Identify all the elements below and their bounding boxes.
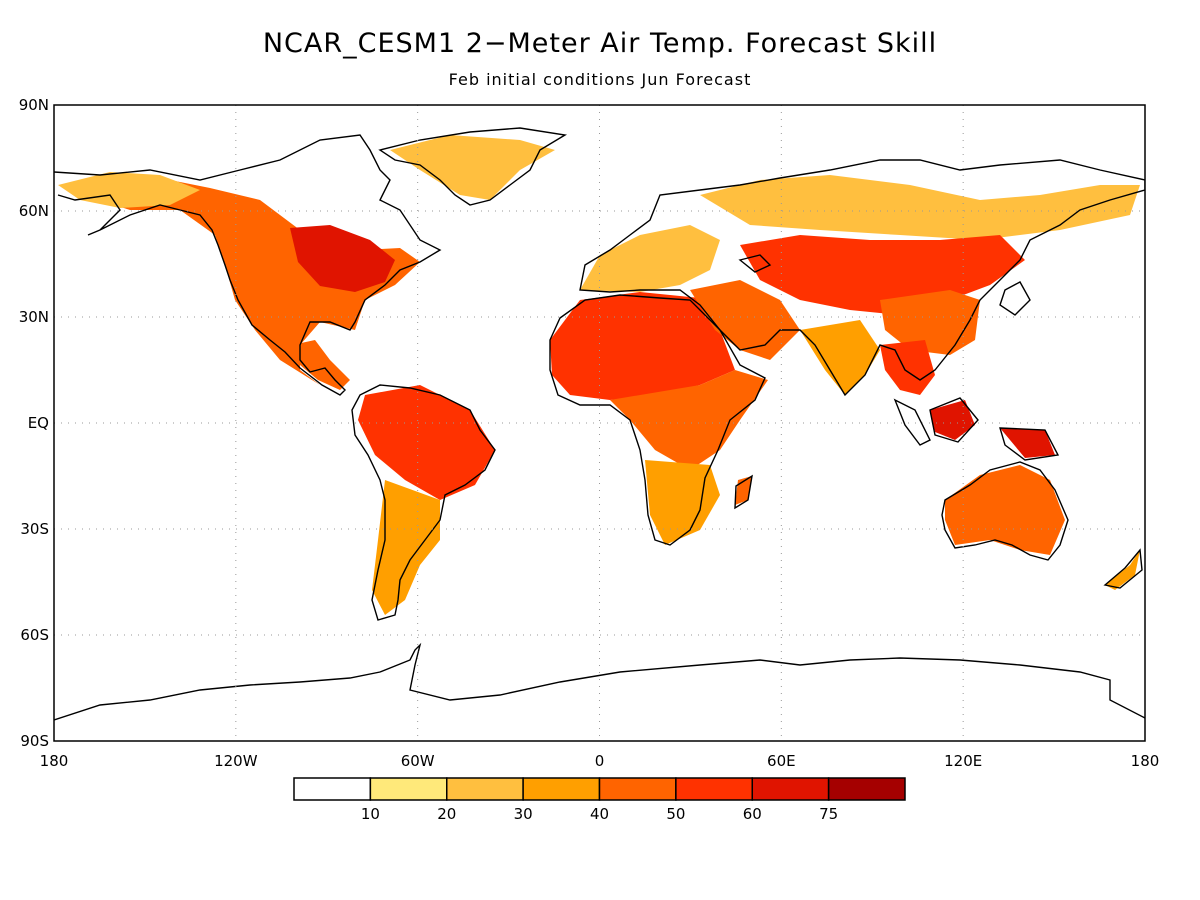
colorbar-swatch [751, 777, 830, 801]
skill-region-australia [945, 465, 1065, 555]
skill-region-middle-east [690, 280, 800, 360]
longitude-label: 0 [595, 752, 605, 770]
skill-region-great-lakes [290, 225, 395, 292]
longitude-label: 60E [767, 752, 796, 770]
skill-region-southern-africa [645, 460, 720, 545]
skill-region-amazon [358, 385, 495, 500]
latitude-label: 30S [20, 520, 49, 538]
colorbar-swatch [446, 777, 524, 801]
skill-region-southern-south-america [372, 480, 440, 615]
colorbar-swatch [369, 777, 448, 801]
skill-region-alaska [58, 172, 200, 208]
longitude-label: 180 [40, 752, 69, 770]
skill-region-central-america [292, 340, 350, 390]
colorbar-swatch [675, 777, 753, 801]
colorbar-swatch [293, 777, 372, 801]
chart-subtitle: Feb initial conditions Jun Forecast [448, 70, 752, 89]
latitude-label: EQ [28, 414, 49, 432]
coastlines [54, 127, 1145, 721]
colorbar-swatch [598, 777, 677, 801]
latitude-label: 90N [19, 96, 49, 114]
latitude-label: 60S [20, 626, 49, 644]
latitude-label: 60N [19, 202, 49, 220]
chart-title: NCAR_CESM1 2−Meter Air Temp. Forecast Sk… [262, 28, 938, 59]
skill-region-sahara [550, 292, 735, 400]
latitude-label: 30N [19, 308, 49, 326]
colorbar-label: 40 [590, 805, 609, 823]
skill-region-new-guinea [1000, 428, 1055, 458]
longitude-labels: 180 120W 60W 0 60E 120E 180 [40, 752, 1160, 770]
colorbar-swatch [827, 777, 906, 801]
skill-region-europe [580, 225, 720, 292]
plot-frame [53, 104, 1146, 742]
latitude-labels: 90N 60N 30N EQ 30S 60S 90S [19, 96, 49, 750]
latitude-label: 90S [20, 732, 49, 750]
skill-region-greenland [390, 135, 555, 200]
colorbar-label: 50 [666, 805, 685, 823]
skill-region-borneo [930, 400, 975, 440]
longitude-label: 60W [401, 752, 435, 770]
colorbar-label: 75 [819, 805, 838, 823]
colorbar-label: 60 [743, 805, 762, 823]
skill-region-siberia [700, 175, 1140, 240]
longitude-label: 180 [1131, 752, 1160, 770]
skill-region-new-zealand [1105, 550, 1140, 590]
skill-region-north-america [100, 178, 420, 385]
longitude-label: 120E [944, 752, 982, 770]
colorbar-label: 10 [361, 805, 380, 823]
skill-region-east-asia [880, 290, 980, 355]
skill-region-east-africa [610, 370, 768, 470]
skill-region-southeast-asia [880, 340, 935, 395]
gridlines [54, 105, 1145, 741]
colorbar-label: 20 [437, 805, 456, 823]
colorbar-label: 30 [514, 805, 533, 823]
colorbar: 10 20 30 40 50 60 75 [293, 777, 906, 823]
skill-region-india [800, 320, 880, 395]
colorbar-swatch [522, 777, 601, 801]
longitude-label: 120W [214, 752, 258, 770]
